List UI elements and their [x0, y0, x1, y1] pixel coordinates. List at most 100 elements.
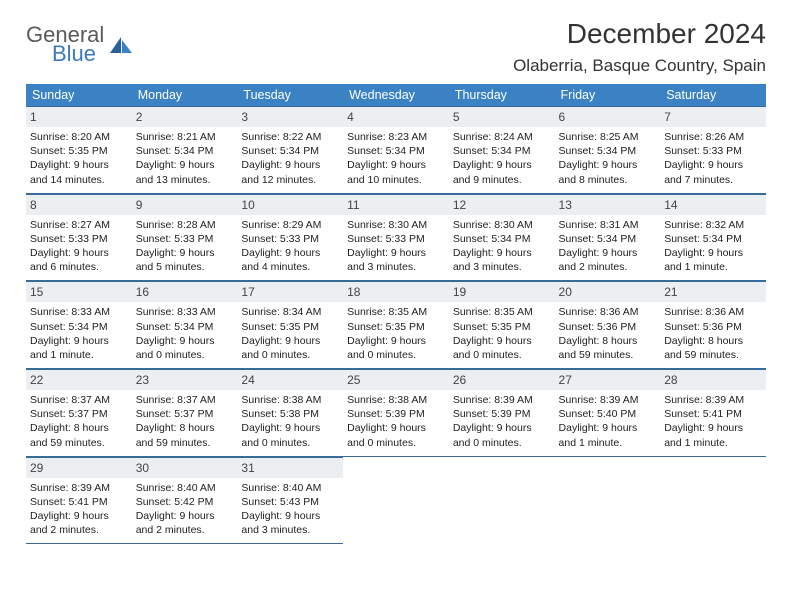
daylight-text: Daylight: 9 hours and 2 minutes. — [30, 509, 128, 537]
day-number: 4 — [347, 110, 354, 124]
day-info: Sunrise: 8:36 AMSunset: 5:36 PMDaylight:… — [559, 305, 657, 362]
sunrise-text: Sunrise: 8:27 AM — [30, 218, 128, 232]
calendar-row: 29Sunrise: 8:39 AMSunset: 5:41 PMDayligh… — [26, 456, 766, 544]
calendar-cell: 9Sunrise: 8:28 AMSunset: 5:33 PMDaylight… — [132, 193, 238, 281]
daylight-text: Daylight: 9 hours and 5 minutes. — [136, 246, 234, 274]
calendar-cell: 3Sunrise: 8:22 AMSunset: 5:34 PMDaylight… — [237, 106, 343, 193]
daynum-row: 22 — [26, 369, 132, 390]
sunrise-text: Sunrise: 8:25 AM — [559, 130, 657, 144]
weekday-header: Thursday — [449, 84, 555, 106]
sunrise-text: Sunrise: 8:20 AM — [30, 130, 128, 144]
sunset-text: Sunset: 5:36 PM — [559, 320, 657, 334]
day-info: Sunrise: 8:39 AMSunset: 5:41 PMDaylight:… — [664, 393, 762, 450]
sunrise-text: Sunrise: 8:33 AM — [136, 305, 234, 319]
sunrise-text: Sunrise: 8:36 AM — [559, 305, 657, 319]
sunset-text: Sunset: 5:34 PM — [559, 232, 657, 246]
calendar-cell: 15Sunrise: 8:33 AMSunset: 5:34 PMDayligh… — [26, 281, 132, 369]
calendar-cell: 21Sunrise: 8:36 AMSunset: 5:36 PMDayligh… — [660, 281, 766, 369]
sunrise-text: Sunrise: 8:26 AM — [664, 130, 762, 144]
calendar-row: 22Sunrise: 8:37 AMSunset: 5:37 PMDayligh… — [26, 369, 766, 457]
daynum-row: 24 — [237, 369, 343, 390]
daynum-row: 23 — [132, 369, 238, 390]
daynum-row: 27 — [555, 369, 661, 390]
calendar-cell: 7 Sunrise: 8:26 AMSunset: 5:33 PMDaylight… — [660, 106, 766, 193]
day-info: Sunrise: 8:35 AMSunset: 5:35 PMDaylight:… — [453, 305, 551, 362]
calendar-cell: 20Sunrise: 8:36 AMSunset: 5:36 PMDayligh… — [555, 281, 661, 369]
daylight-text: Daylight: 9 hours and 0 minutes. — [453, 334, 551, 362]
day-info: Sunrise: 8:39 AMSunset: 5:40 PMDaylight:… — [559, 393, 657, 450]
daynum-row: 29 — [26, 457, 132, 478]
day-number: 13 — [559, 198, 572, 212]
daylight-text: Daylight: 9 hours and 13 minutes. — [136, 158, 234, 186]
sunrise-text: Sunrise: 8:35 AM — [453, 305, 551, 319]
sunset-text: Sunset: 5:35 PM — [347, 320, 445, 334]
weekday-header: Tuesday — [237, 84, 343, 106]
calendar-cell — [660, 456, 766, 544]
weekday-header: Sunday — [26, 84, 132, 106]
day-info: Sunrise: 8:30 AMSunset: 5:33 PMDaylight:… — [347, 218, 445, 275]
daynum-row: 2 — [132, 106, 238, 127]
daylight-text: Daylight: 9 hours and 6 minutes. — [30, 246, 128, 274]
weekday-header: Friday — [555, 84, 661, 106]
sunset-text: Sunset: 5:34 PM — [559, 144, 657, 158]
calendar-cell: 6Sunrise: 8:25 AMSunset: 5:34 PMDaylight… — [555, 106, 661, 193]
sunrise-text: Sunrise: 8:38 AM — [347, 393, 445, 407]
day-number: 25 — [347, 373, 360, 387]
day-number: 30 — [136, 461, 149, 475]
sunrise-text: Sunrise: 8:37 AM — [136, 393, 234, 407]
sunset-text: Sunset: 5:35 PM — [30, 144, 128, 158]
daynum-row: 14 — [660, 194, 766, 215]
daylight-text: Daylight: 9 hours and 3 minutes. — [347, 246, 445, 274]
daylight-text: Daylight: 9 hours and 4 minutes. — [241, 246, 339, 274]
day-info: Sunrise: 8:37 AMSunset: 5:37 PMDaylight:… — [30, 393, 128, 450]
sunrise-text: Sunrise: 8:30 AM — [347, 218, 445, 232]
day-number: 2 — [136, 110, 143, 124]
sunset-text: Sunset: 5:40 PM — [559, 407, 657, 421]
day-info: Sunrise: 8:26 AMSunset: 5:33 PMDaylight:… — [664, 130, 762, 187]
daynum-row: 13 — [555, 194, 661, 215]
daylight-text: Daylight: 9 hours and 2 minutes. — [136, 509, 234, 537]
logo: General Blue — [26, 24, 134, 65]
daylight-text: Daylight: 9 hours and 0 minutes. — [347, 421, 445, 449]
daylight-text: Daylight: 9 hours and 0 minutes. — [453, 421, 551, 449]
daynum-row: 5 — [449, 106, 555, 127]
day-info: Sunrise: 8:36 AMSunset: 5:36 PMDaylight:… — [664, 305, 762, 362]
sunset-text: Sunset: 5:34 PM — [30, 320, 128, 334]
sunset-text: Sunset: 5:33 PM — [241, 232, 339, 246]
calendar-cell: 31Sunrise: 8:40 AMSunset: 5:43 PMDayligh… — [237, 456, 343, 544]
sunrise-text: Sunrise: 8:23 AM — [347, 130, 445, 144]
daylight-text: Daylight: 9 hours and 14 minutes. — [30, 158, 128, 186]
calendar-cell: 1Sunrise: 8:20 AMSunset: 5:35 PMDaylight… — [26, 106, 132, 193]
sunrise-text: Sunrise: 8:28 AM — [136, 218, 234, 232]
calendar-cell: 27 Sunrise: 8:39 AMSunset: 5:40 PMDayligh… — [555, 369, 661, 457]
day-info: Sunrise: 8:28 AMSunset: 5:33 PMDaylight:… — [136, 218, 234, 275]
daylight-text: Daylight: 9 hours and 3 minutes. — [241, 509, 339, 537]
daylight-text: Daylight: 9 hours and 2 minutes. — [559, 246, 657, 274]
header: General Blue December 2024 Olaberria, Ba… — [26, 18, 766, 76]
day-info: Sunrise: 8:33 AMSunset: 5:34 PMDaylight:… — [136, 305, 234, 362]
day-number: 24 — [241, 373, 254, 387]
sunset-text: Sunset: 5:33 PM — [136, 232, 234, 246]
sail-icon — [108, 35, 134, 55]
month-title: December 2024 — [513, 18, 766, 50]
daynum-row: 25 — [343, 369, 449, 390]
daylight-text: Daylight: 8 hours and 59 minutes. — [30, 421, 128, 449]
daylight-text: Daylight: 9 hours and 12 minutes. — [241, 158, 339, 186]
day-info: Sunrise: 8:37 AMSunset: 5:37 PMDaylight:… — [136, 393, 234, 450]
weekday-header-row: Sunday Monday Tuesday Wednesday Thursday… — [26, 84, 766, 106]
calendar-body: 1Sunrise: 8:20 AMSunset: 5:35 PMDaylight… — [26, 106, 766, 544]
sunrise-text: Sunrise: 8:29 AM — [241, 218, 339, 232]
calendar-cell: 11Sunrise: 8:30 AMSunset: 5:33 PMDayligh… — [343, 193, 449, 281]
daynum-row: 7 — [660, 106, 766, 127]
calendar-cell: 8Sunrise: 8:27 AMSunset: 5:33 PMDaylight… — [26, 193, 132, 281]
day-number: 31 — [241, 461, 254, 475]
daylight-text: Daylight: 9 hours and 1 minute. — [664, 246, 762, 274]
daylight-text: Daylight: 8 hours and 59 minutes. — [136, 421, 234, 449]
day-info: Sunrise: 8:34 AMSunset: 5:35 PMDaylight:… — [241, 305, 339, 362]
daylight-text: Daylight: 8 hours and 59 minutes. — [559, 334, 657, 362]
sunset-text: Sunset: 5:34 PM — [347, 144, 445, 158]
daynum-row: 28 — [660, 369, 766, 390]
day-number: 19 — [453, 285, 466, 299]
sunrise-text: Sunrise: 8:39 AM — [559, 393, 657, 407]
sunrise-text: Sunrise: 8:38 AM — [241, 393, 339, 407]
